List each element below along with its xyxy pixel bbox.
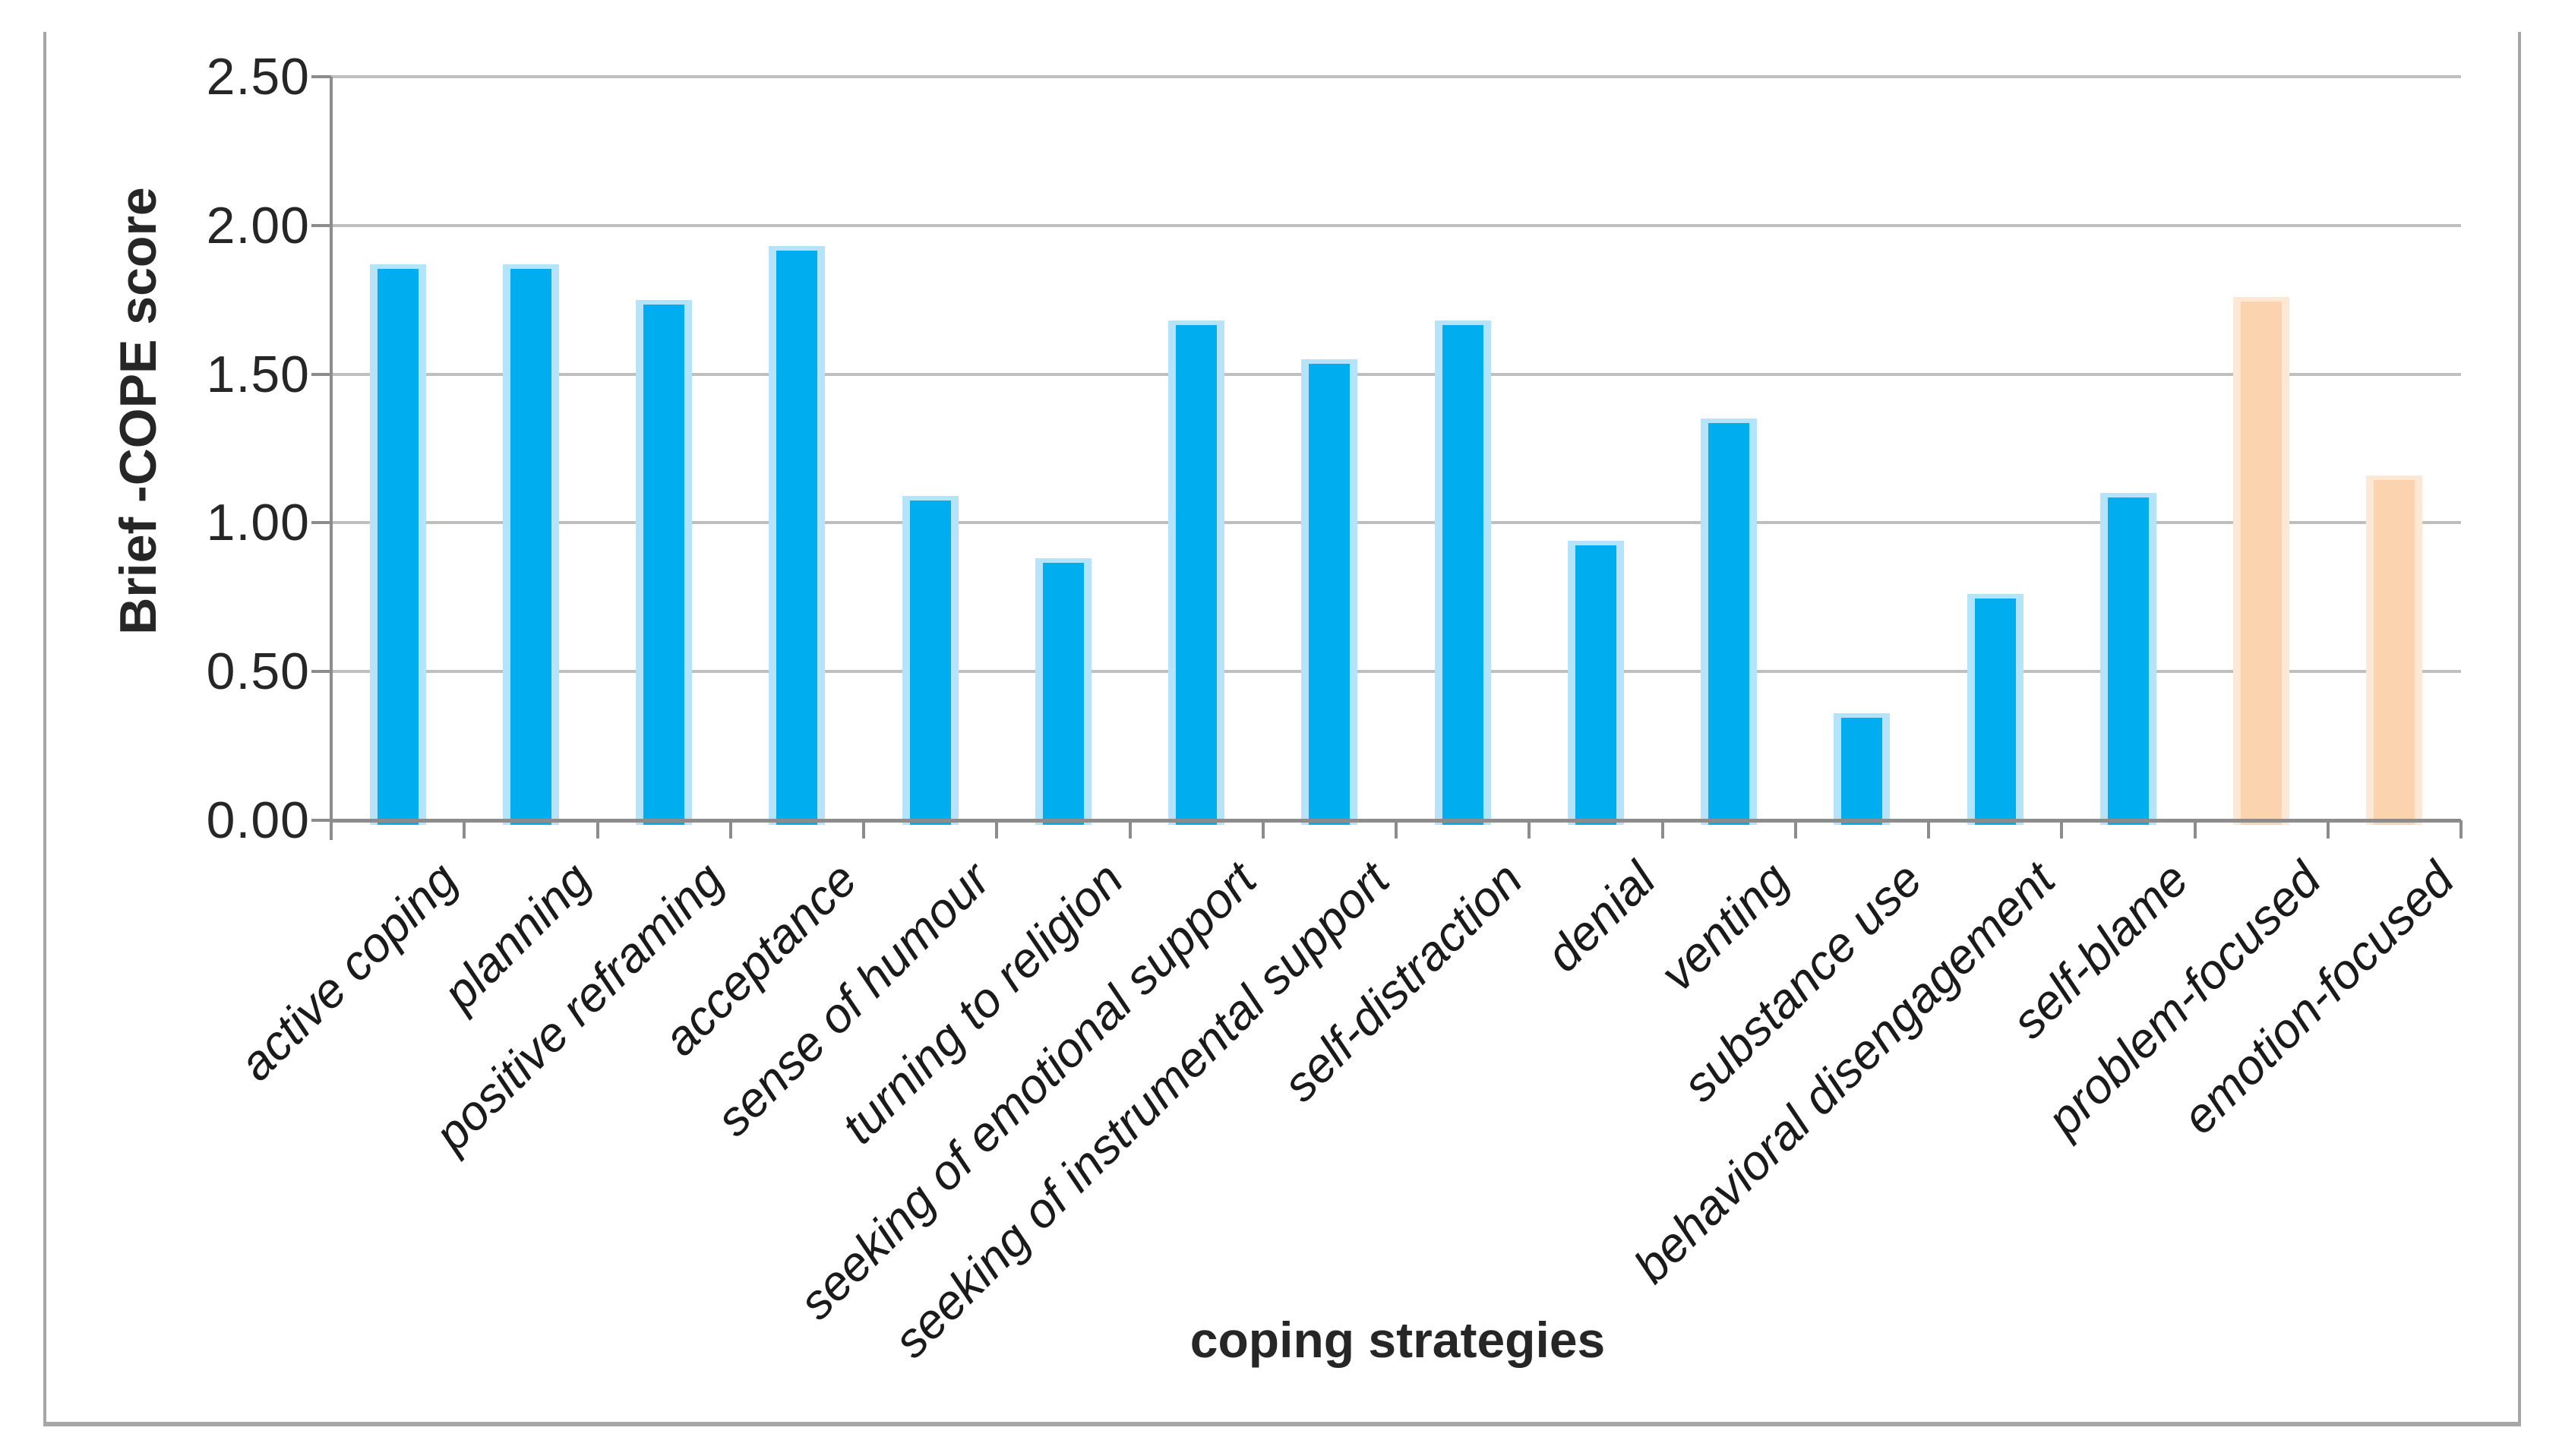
x-tick-5 — [995, 820, 999, 839]
y-tick-label-2.00: 2.00 — [206, 196, 310, 254]
bar-self-distraction — [1434, 321, 1491, 825]
y-tick-2.00 — [311, 223, 331, 227]
gridline-2.00 — [331, 223, 2461, 227]
bar-acceptance — [769, 246, 826, 825]
x-tick-13 — [2060, 820, 2064, 839]
bar-behavioral-disengagement — [1967, 594, 2024, 825]
x-category-label-substance-use: substance use — [1671, 851, 1932, 1113]
bar-seeking-of-instrumental-support — [1301, 359, 1358, 825]
x-tick-4 — [862, 820, 865, 839]
x-tick-3 — [728, 820, 732, 839]
y-axis-line — [330, 77, 333, 840]
x-category-label-self-distraction: self-distraction — [1272, 851, 1533, 1112]
y-tick-label-0.50: 0.50 — [206, 643, 310, 701]
y-tick-label-2.50: 2.50 — [206, 48, 310, 106]
bar-active-coping — [369, 264, 426, 825]
y-tick-2.50 — [311, 75, 331, 78]
y-tick-label-0.00: 0.00 — [206, 791, 310, 849]
x-tick-14 — [2193, 820, 2197, 839]
bar-positive-reframing — [636, 299, 693, 825]
bar-substance-use — [1834, 713, 1891, 825]
x-tick-9 — [1528, 820, 1531, 839]
bar-seeking-of-emotional-support — [1168, 321, 1225, 825]
gridline-0.50 — [331, 670, 2461, 674]
gridline-2.50 — [331, 75, 2461, 78]
x-category-label-active-coping: active coping — [228, 851, 468, 1091]
gridline-1.50 — [331, 372, 2461, 376]
x-tick-15 — [2326, 820, 2330, 839]
x-tick-1 — [463, 820, 466, 839]
x-tick-8 — [1395, 820, 1398, 839]
y-axis-title: Brief -COPE score — [109, 187, 167, 635]
bar-sense-of-humour — [902, 496, 959, 825]
bar-turning-to-religion — [1035, 558, 1092, 825]
x-tick-0 — [330, 820, 333, 839]
x-category-label-denial: denial — [1535, 851, 1667, 982]
y-tick-0.00 — [311, 819, 331, 822]
figure-border-bottom — [43, 1422, 2521, 1426]
x-tick-2 — [596, 820, 599, 839]
x-tick-12 — [1927, 820, 1930, 839]
y-tick-0.50 — [311, 670, 331, 674]
gridline-1.00 — [331, 521, 2461, 525]
x-tick-16 — [2459, 820, 2463, 839]
bar-self-blame — [2099, 493, 2156, 825]
figure-border-right — [2518, 32, 2521, 1426]
figure-border-left — [43, 32, 46, 1426]
bar-venting — [1701, 418, 1758, 825]
bar-denial — [1567, 540, 1624, 825]
x-tick-10 — [1660, 820, 1664, 839]
x-tick-11 — [1793, 820, 1797, 839]
x-axis-title: coping strategies — [1189, 1312, 1606, 1368]
x-tick-6 — [1128, 820, 1132, 839]
y-tick-1.00 — [311, 521, 331, 525]
y-tick-1.50 — [311, 372, 331, 376]
x-tick-7 — [1261, 820, 1265, 839]
bar-emotion-focused — [2366, 475, 2423, 825]
bar-planning — [502, 264, 559, 825]
y-tick-label-1.50: 1.50 — [206, 345, 310, 403]
y-tick-label-1.00: 1.00 — [206, 494, 310, 552]
bar-problem-focused — [2233, 296, 2290, 825]
